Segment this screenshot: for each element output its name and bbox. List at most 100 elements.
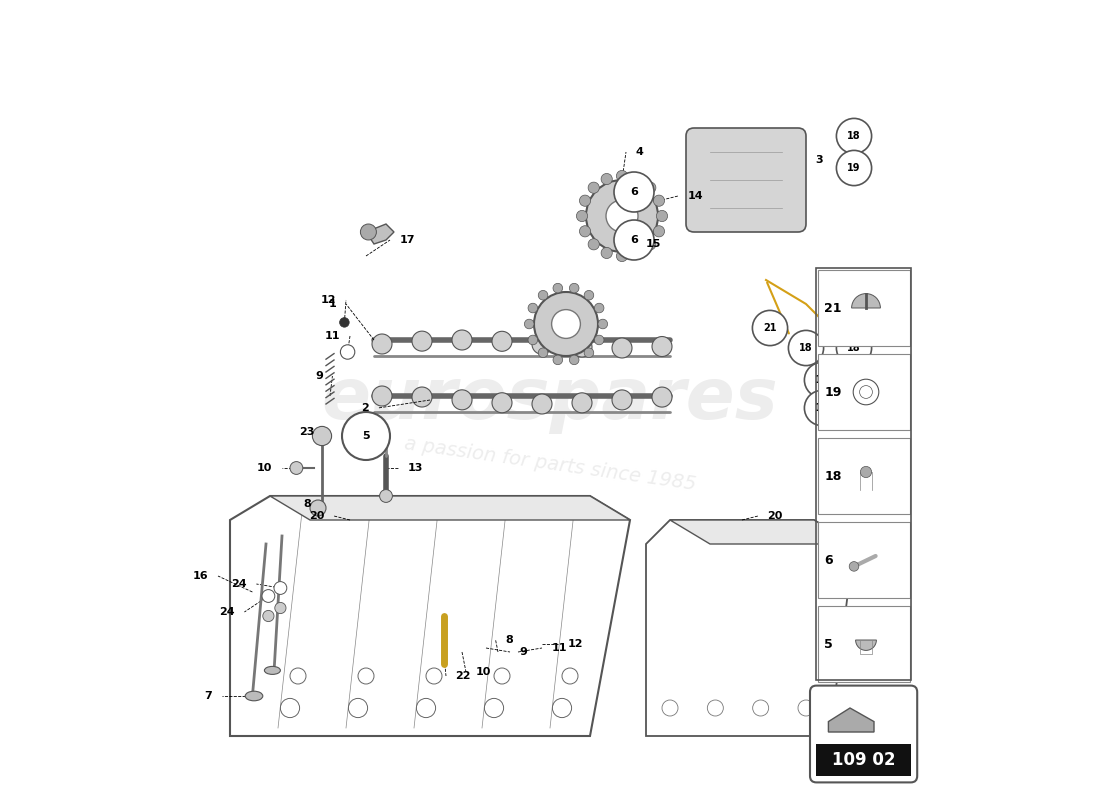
Ellipse shape [652,337,672,357]
Text: 7: 7 [205,691,212,701]
Circle shape [854,379,879,405]
Wedge shape [856,640,877,650]
Ellipse shape [572,337,592,357]
Circle shape [275,602,286,614]
Circle shape [553,355,562,365]
Text: a passion for parts since 1985: a passion for parts since 1985 [403,434,697,494]
Text: 10: 10 [475,667,491,677]
Text: 24: 24 [219,607,234,617]
Circle shape [586,180,658,252]
Circle shape [860,466,871,478]
Circle shape [538,348,548,358]
Circle shape [584,348,594,358]
FancyBboxPatch shape [816,744,911,776]
Text: 19: 19 [815,375,828,385]
Text: 13: 13 [408,463,424,473]
Text: 14: 14 [688,191,703,201]
Circle shape [836,118,871,154]
Circle shape [379,490,393,502]
Text: 3: 3 [815,155,823,165]
Text: 23: 23 [299,427,315,437]
Ellipse shape [412,387,432,407]
Circle shape [616,170,628,182]
Circle shape [614,172,654,212]
Circle shape [553,283,562,293]
Ellipse shape [652,387,672,407]
Circle shape [653,226,664,237]
Circle shape [570,283,579,293]
Circle shape [849,562,859,571]
Text: 8: 8 [304,499,311,509]
Circle shape [614,220,654,260]
Ellipse shape [372,334,392,354]
FancyBboxPatch shape [818,522,910,598]
Text: 10: 10 [257,463,273,473]
Text: 12: 12 [321,295,337,305]
Text: 19: 19 [815,403,828,413]
Text: 20: 20 [768,511,783,521]
Circle shape [601,174,613,185]
Circle shape [263,610,274,622]
Ellipse shape [492,393,512,413]
Circle shape [836,358,871,394]
Text: 4: 4 [636,147,644,157]
Polygon shape [828,708,874,732]
Circle shape [836,150,871,186]
Text: 16: 16 [192,571,208,581]
Circle shape [580,226,591,237]
FancyBboxPatch shape [818,270,910,346]
Text: 19: 19 [824,386,842,398]
Circle shape [340,318,349,327]
Text: 20: 20 [309,511,324,521]
Ellipse shape [412,331,432,351]
Circle shape [588,238,600,250]
Text: 12: 12 [568,639,583,649]
Circle shape [598,319,607,329]
Circle shape [361,224,376,240]
Circle shape [528,303,538,313]
Text: 2: 2 [361,403,368,413]
Text: 6: 6 [630,187,638,197]
Circle shape [836,330,871,366]
Circle shape [290,462,303,474]
Circle shape [580,195,591,206]
FancyBboxPatch shape [686,128,806,232]
Text: 24: 24 [231,579,246,589]
Circle shape [525,319,533,329]
Text: 21: 21 [824,302,842,314]
Text: 15: 15 [646,239,661,249]
Ellipse shape [264,666,280,674]
Text: 6: 6 [824,554,833,566]
Circle shape [645,238,656,250]
Circle shape [551,310,581,338]
Ellipse shape [452,330,472,350]
Circle shape [340,345,355,359]
Circle shape [274,582,287,594]
Ellipse shape [532,334,552,354]
Circle shape [588,182,600,194]
Text: 9: 9 [519,647,528,657]
Circle shape [836,386,871,422]
Ellipse shape [452,390,472,410]
FancyBboxPatch shape [818,606,910,682]
Text: 19: 19 [847,163,860,173]
Circle shape [804,390,839,426]
Circle shape [538,290,548,300]
Circle shape [606,200,638,232]
FancyBboxPatch shape [818,354,910,430]
Ellipse shape [245,691,263,701]
Circle shape [752,310,788,346]
Polygon shape [366,224,394,244]
Circle shape [262,590,275,602]
Circle shape [594,303,604,313]
Text: 17: 17 [399,235,415,245]
Circle shape [576,210,587,222]
Circle shape [528,335,538,345]
Text: 11: 11 [324,331,340,341]
Text: 19: 19 [847,371,860,381]
Ellipse shape [532,394,552,414]
Circle shape [312,426,331,446]
Circle shape [584,290,594,300]
Text: 22: 22 [455,671,471,681]
Circle shape [631,174,642,185]
